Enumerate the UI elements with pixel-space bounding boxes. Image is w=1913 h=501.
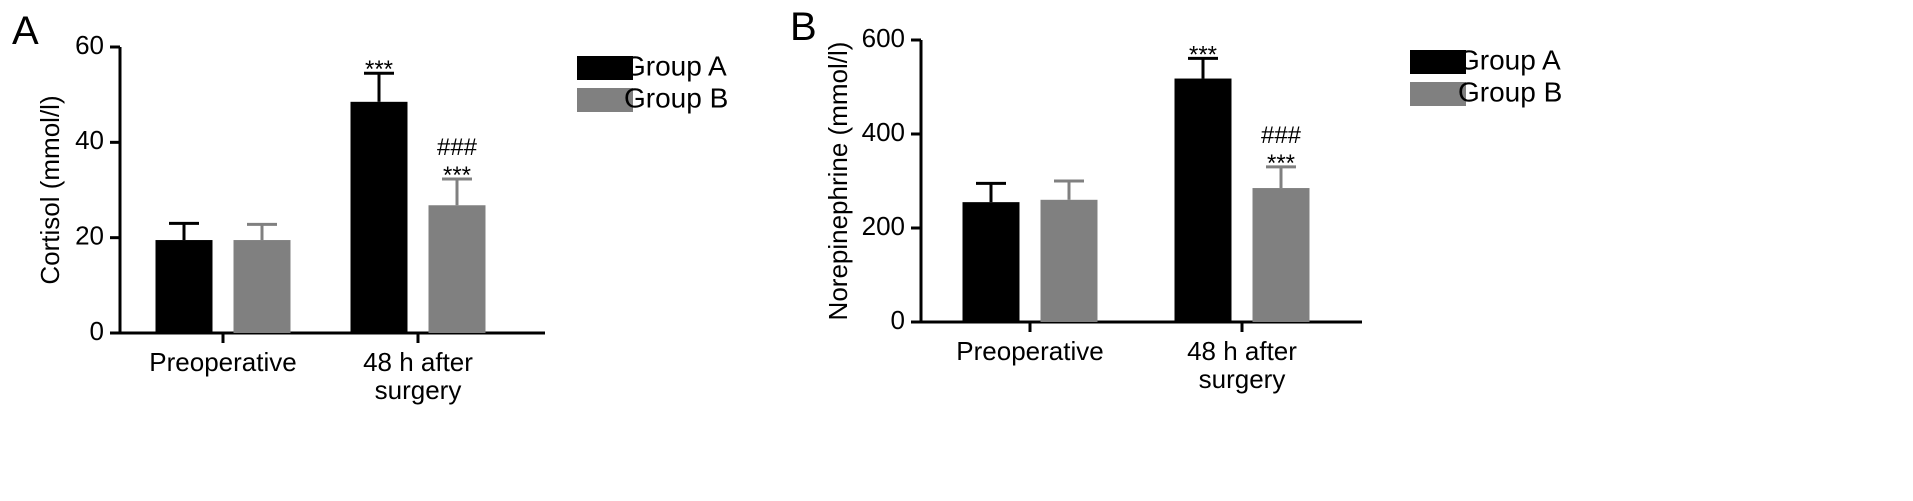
y-tick-label: 200 <box>862 211 905 241</box>
panel-letter: B <box>790 5 817 49</box>
significance-label: *** <box>443 162 471 189</box>
significance-label: *** <box>1189 41 1217 68</box>
significance-label: *** <box>365 56 393 83</box>
chart-panel-a: A Cortisol (mmol/l) 0 20 40 60 Preoperative 48 … <box>12 9 728 405</box>
bar <box>234 240 291 333</box>
x-tick-label: surgery <box>375 375 462 405</box>
bar <box>1253 188 1310 322</box>
y-tick-label: 0 <box>891 305 905 335</box>
y-tick-label: 60 <box>75 30 104 60</box>
x-tick-label: surgery <box>1199 364 1286 394</box>
bar <box>1041 200 1098 322</box>
legend-label: Group B <box>1458 76 1562 107</box>
y-axis-title: Norepinephrine (mmol/l) <box>823 42 853 321</box>
x-tick-label: 48 h after <box>1187 336 1297 366</box>
y-tick-label: 20 <box>75 221 104 251</box>
x-tick-label: 48 h after <box>363 347 473 377</box>
significance-label: ### <box>437 134 478 161</box>
y-axis-title: Cortisol (mmol/l) <box>35 95 65 284</box>
significance-label: ### <box>1261 122 1302 149</box>
bar <box>429 205 486 333</box>
y-tick-label: 600 <box>862 23 905 53</box>
bar <box>351 102 408 333</box>
bar <box>963 202 1020 322</box>
bar <box>1175 79 1232 322</box>
legend-label: Group A <box>1458 44 1561 75</box>
legend-label: Group A <box>624 50 727 81</box>
significance-label: *** <box>1267 150 1295 177</box>
y-tick-label: 40 <box>75 125 104 155</box>
x-tick-label: Preoperative <box>956 336 1103 366</box>
y-tick-label: 400 <box>862 117 905 147</box>
legend-label: Group B <box>624 82 728 113</box>
bar <box>156 240 213 333</box>
y-tick-label: 0 <box>90 316 104 346</box>
panel-letter: A <box>12 9 39 53</box>
x-tick-label: Preoperative <box>149 347 296 377</box>
